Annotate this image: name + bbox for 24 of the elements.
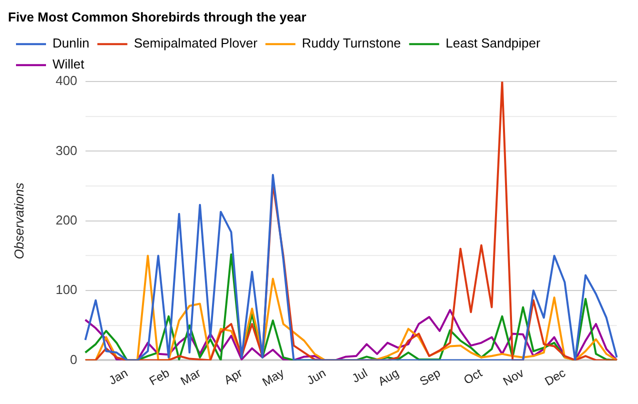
x-tick-label: Mar xyxy=(178,366,204,388)
legend-label: Willet xyxy=(52,56,85,72)
y-axis-title: Observations xyxy=(11,182,26,260)
x-tick-label: May xyxy=(260,366,286,390)
y-tick-label: 300 xyxy=(56,142,78,158)
x-tick-label: Feb xyxy=(146,366,172,388)
x-tick-label: Aug xyxy=(376,366,402,389)
x-tick-label: Jan xyxy=(106,366,130,388)
x-tick-label: Jul xyxy=(350,366,370,386)
x-tick-label: Sep xyxy=(417,366,444,389)
y-tick-label: 0 xyxy=(70,352,78,367)
x-tick-label: Oct xyxy=(461,365,486,388)
legend-label: Ruddy Turnstone xyxy=(302,36,401,51)
y-tick-label: 200 xyxy=(56,212,78,228)
x-tick-label: Jun xyxy=(304,366,328,388)
legend-label: Least Sandpiper xyxy=(446,36,542,51)
x-tick-label: Nov xyxy=(500,366,526,389)
x-tick-label: Apr xyxy=(222,366,245,388)
chart-title: Five Most Common Shorebirds through the year xyxy=(8,9,306,24)
y-tick-label: 100 xyxy=(56,282,78,298)
x-tick-label: Dec xyxy=(542,366,568,389)
y-tick-label: 400 xyxy=(56,73,78,88)
legend-label: Dunlin xyxy=(52,36,90,51)
legend-label: Semipalmated Plover xyxy=(134,36,258,51)
